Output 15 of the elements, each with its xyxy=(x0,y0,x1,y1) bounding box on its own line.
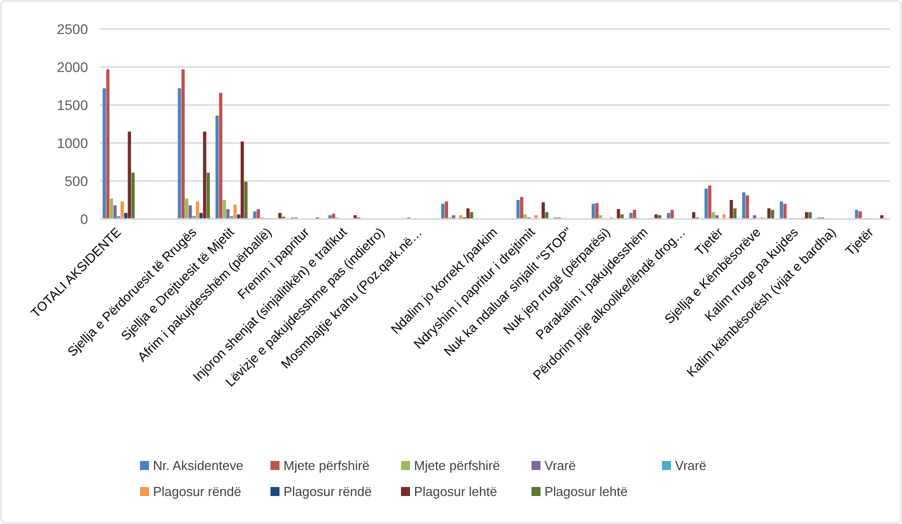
y-tick-label: 1000 xyxy=(56,134,88,151)
y-tick-label: 1500 xyxy=(56,96,88,113)
legend-label: Mjete përfshirë xyxy=(284,458,370,473)
legend-label: Plagosur lehtë xyxy=(414,484,498,499)
y-tick-label: 0 xyxy=(80,210,88,227)
legend-label: Plagosur rëndë xyxy=(153,484,242,499)
legend-label: Vrarë xyxy=(675,458,706,473)
y-tick-label: 500 xyxy=(64,172,88,189)
legend-label: Nr. Aksidenteve xyxy=(153,458,244,473)
y-tick-label: 2500 xyxy=(56,20,88,37)
legend-label: Mjete përfshirë xyxy=(414,458,500,473)
legend-label: Vrarë xyxy=(544,458,576,473)
legend-label: Plagosur rëndë xyxy=(284,484,372,499)
y-tick-label: 2000 xyxy=(56,58,88,75)
legend-label: Plagosur lehtë xyxy=(544,484,628,499)
